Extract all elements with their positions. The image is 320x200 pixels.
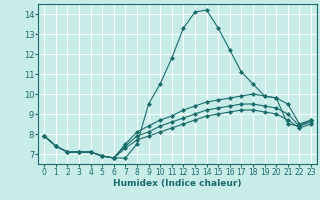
- X-axis label: Humidex (Indice chaleur): Humidex (Indice chaleur): [113, 179, 242, 188]
